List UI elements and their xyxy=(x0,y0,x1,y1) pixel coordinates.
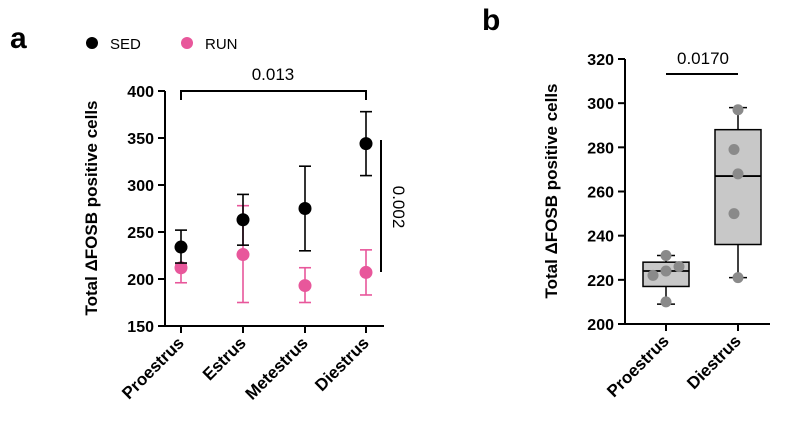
y-axis-title-a: Total ΔFOSB positive cells xyxy=(82,100,101,315)
panel-label-a: a xyxy=(10,22,27,55)
data-point-run xyxy=(236,248,250,262)
x-categories-b: Proestrus Diestrus xyxy=(603,324,745,401)
data-point-proestrus xyxy=(673,261,685,273)
y-tick-label-b: 260 xyxy=(587,185,614,202)
pvalue-00170: 0.0170 xyxy=(677,49,729,68)
data-point-sed xyxy=(174,240,188,254)
y-tick-label-a: 300 xyxy=(127,178,154,195)
legend-label-sed: SED xyxy=(110,36,141,53)
y-tick-label-b: 220 xyxy=(587,273,614,290)
data-point-sed xyxy=(298,202,312,215)
y-tick-label-b: 240 xyxy=(587,229,614,246)
pvalue-0002: 0.002 xyxy=(389,186,408,229)
y-tick-label-a: 350 xyxy=(127,131,154,148)
marks-a xyxy=(174,110,373,304)
data-point-proestrus xyxy=(660,296,672,308)
legend-a: SED RUN xyxy=(86,36,238,53)
data-point-proestrus xyxy=(660,265,672,277)
annotations-a: 0.013 0.002 xyxy=(180,65,408,272)
annotations-b: 0.0170 xyxy=(666,49,738,75)
data-point-proestrus xyxy=(647,269,659,281)
axes-a xyxy=(164,91,384,327)
y-tick-label-b: 200 xyxy=(587,317,614,334)
y-tick-label-b: 320 xyxy=(587,52,614,69)
panel-label-b: b xyxy=(482,4,500,37)
bracket-0013 xyxy=(180,90,367,100)
marks-b xyxy=(642,104,762,308)
y-axis-title-b: Total ΔFOSB positive cells xyxy=(542,83,561,298)
pvalue-0013: 0.013 xyxy=(252,65,295,84)
x-category-label-a: Proestrus xyxy=(118,333,188,403)
data-point-diestrus xyxy=(732,104,744,116)
data-point-diestrus xyxy=(732,272,744,284)
y-tick-label-b: 280 xyxy=(587,140,614,157)
y-tick-label-a: 150 xyxy=(127,319,154,336)
data-point-diestrus xyxy=(728,208,740,220)
legend-marker-sed xyxy=(86,37,98,49)
data-point-diestrus xyxy=(732,168,744,180)
y-tick-label-a: 400 xyxy=(127,84,154,101)
data-point-diestrus xyxy=(728,144,740,156)
data-point-sed xyxy=(236,213,250,227)
data-point-proestrus xyxy=(660,250,672,262)
y-tick-label-b: 300 xyxy=(587,96,614,113)
data-point-run xyxy=(298,279,312,293)
x-category-label-b: Diestrus xyxy=(683,331,745,393)
x-category-label-a: Diestrus xyxy=(311,333,373,395)
y-tick-label-a: 200 xyxy=(127,272,154,289)
x-category-label-a: Estrus xyxy=(199,333,250,384)
y-ticks-a: 150 200 250 300 350 400 xyxy=(127,84,165,336)
x-category-label-b: Proestrus xyxy=(603,331,673,401)
y-tick-label-a: 250 xyxy=(127,225,154,242)
y-ticks-b: 200 220 240 260 280 300 320 xyxy=(587,52,625,334)
legend-marker-run xyxy=(181,37,193,49)
data-point-sed xyxy=(359,137,373,151)
x-category-label-a: Metestrus xyxy=(242,333,312,403)
data-point-run xyxy=(359,265,373,279)
data-point-run xyxy=(174,261,188,275)
legend-label-run: RUN xyxy=(205,36,238,53)
